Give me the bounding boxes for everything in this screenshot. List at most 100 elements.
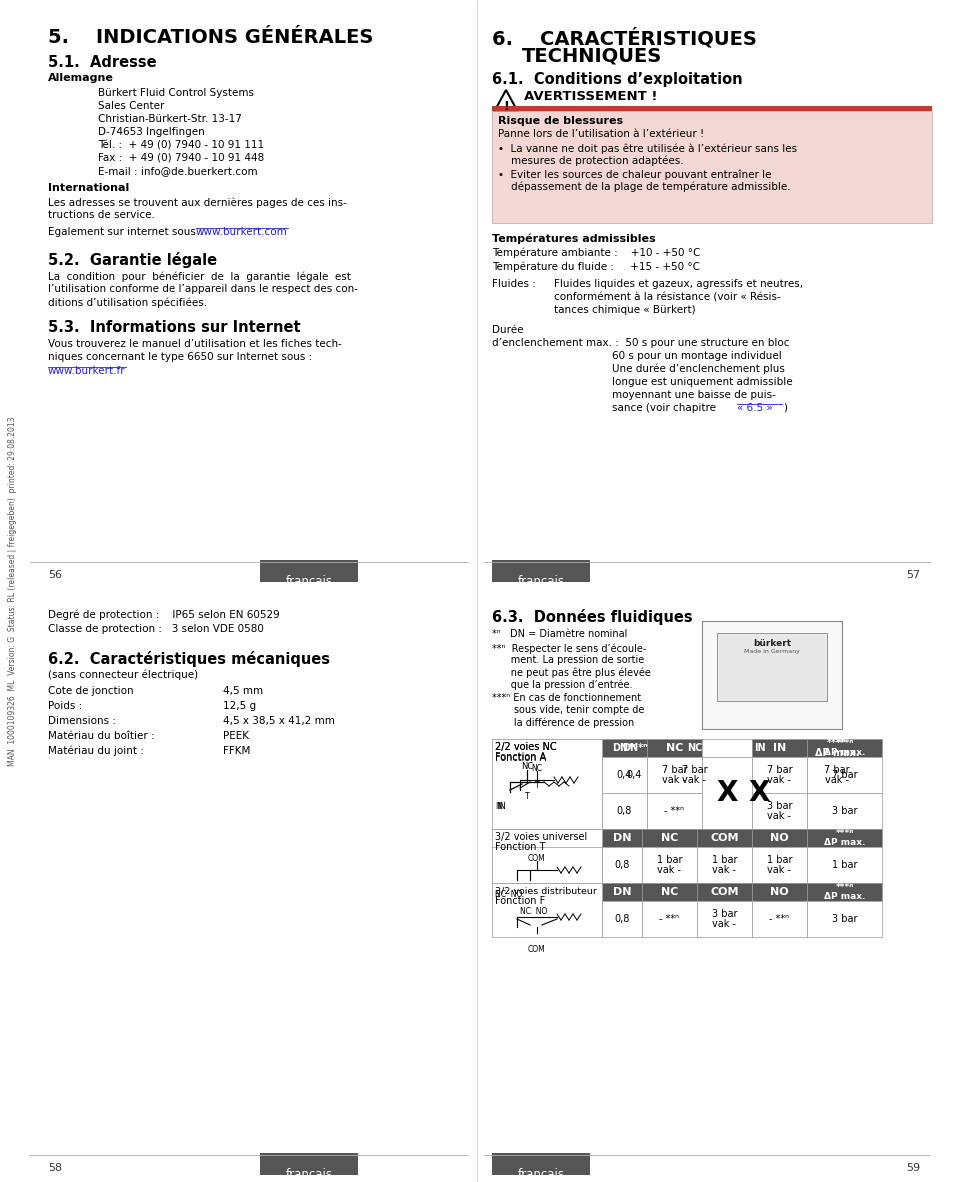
Text: 3 bar: 3 bar [711, 909, 737, 920]
Text: 6.    CARACTÉRISTIQUES: 6. CARACTÉRISTIQUES [492, 28, 756, 48]
Text: mesures de protection adaptées.: mesures de protection adaptées. [497, 155, 683, 165]
Text: NC: NC [660, 833, 678, 843]
Text: vak -: vak - [767, 864, 791, 875]
Text: 56: 56 [48, 570, 62, 580]
Text: 59: 59 [905, 1163, 919, 1173]
FancyBboxPatch shape [492, 106, 931, 111]
Text: sous vide, tenir compte de: sous vide, tenir compte de [492, 704, 643, 715]
Text: ment. La pression de sortie: ment. La pression de sortie [492, 655, 643, 665]
Text: Fluides :: Fluides : [492, 279, 536, 290]
Text: ): ) [782, 403, 786, 413]
Text: moyennant une baisse de puis-: moyennant une baisse de puis- [612, 390, 775, 400]
Text: ΔP max.: ΔP max. [823, 748, 864, 756]
FancyBboxPatch shape [697, 901, 751, 937]
FancyBboxPatch shape [641, 847, 697, 883]
Text: tructions de service.: tructions de service. [48, 210, 154, 220]
FancyBboxPatch shape [601, 883, 641, 901]
Text: vak -: vak - [767, 811, 791, 820]
Text: « 6.5 »: « 6.5 » [737, 403, 772, 413]
Text: vak -: vak - [661, 774, 686, 785]
Text: d’enclenchement max. :  50 s pour une structure en bloc: d’enclenchement max. : 50 s pour une str… [492, 338, 789, 348]
Text: •  Eviter les sources de chaleur pouvant entraîner le: • Eviter les sources de chaleur pouvant … [497, 169, 771, 180]
Text: Made in Germany: Made in Germany [743, 649, 800, 654]
Text: Bürkert Fluid Control Systems: Bürkert Fluid Control Systems [98, 87, 253, 98]
Text: bürkert: bürkert [752, 639, 790, 648]
Text: ΔP max.: ΔP max. [823, 838, 864, 846]
Text: Fonction A: Fonction A [495, 753, 546, 764]
Text: ditions d’utilisation spécifiées.: ditions d’utilisation spécifiées. [48, 297, 207, 307]
Text: Une durée d’enclenchement plus: Une durée d’enclenchement plus [612, 364, 784, 375]
FancyBboxPatch shape [601, 793, 646, 829]
Text: NC: NC [686, 743, 701, 753]
Text: Fluides liquides et gazeux, agressifs et neutres,: Fluides liquides et gazeux, agressifs et… [554, 279, 802, 290]
Text: 6.3.  Données fluidiques: 6.3. Données fluidiques [492, 609, 692, 625]
Text: - **ⁿ: - **ⁿ [664, 806, 684, 816]
Text: l’utilisation conforme de l’appareil dans le respect des con-: l’utilisation conforme de l’appareil dan… [48, 284, 357, 294]
Text: niques concernant le type 6650 sur Internet sous :: niques concernant le type 6650 sur Inter… [48, 352, 312, 362]
FancyBboxPatch shape [260, 560, 357, 582]
Text: T: T [524, 792, 529, 801]
Text: vak -: vak - [712, 864, 736, 875]
Text: 7 bar: 7 bar [831, 769, 857, 780]
Text: DN*ⁿ: DN*ⁿ [611, 743, 637, 753]
Text: Température du fluide :     +15 - +50 °C: Température du fluide : +15 - +50 °C [492, 261, 700, 272]
Text: 7 bar: 7 bar [823, 766, 849, 775]
Text: 7 bar: 7 bar [681, 766, 706, 775]
Text: 0,4: 0,4 [626, 769, 641, 780]
Text: X: X [748, 779, 769, 807]
Text: 58: 58 [48, 1163, 62, 1173]
Text: français: français [517, 1168, 564, 1181]
FancyBboxPatch shape [601, 829, 641, 847]
Text: tances chimique « Bürkert): tances chimique « Bürkert) [554, 305, 695, 314]
FancyBboxPatch shape [492, 739, 601, 829]
Text: COM: COM [528, 855, 545, 863]
FancyBboxPatch shape [806, 829, 882, 847]
FancyBboxPatch shape [726, 756, 791, 829]
Text: - **ⁿ: - **ⁿ [659, 914, 679, 924]
Text: Classe de protection :   3 selon VDE 0580: Classe de protection : 3 selon VDE 0580 [48, 624, 264, 634]
Text: 60 s pour un montage individuel: 60 s pour un montage individuel [612, 351, 781, 361]
FancyBboxPatch shape [492, 739, 601, 756]
FancyBboxPatch shape [606, 739, 661, 756]
Text: 0,4: 0,4 [617, 769, 632, 780]
Text: •  La vanne ne doit pas être utilisée à l’extérieur sans les: • La vanne ne doit pas être utilisée à l… [497, 143, 797, 154]
FancyBboxPatch shape [641, 901, 697, 937]
Text: COM: COM [709, 833, 738, 843]
Text: 1 bar: 1 bar [831, 860, 857, 870]
Text: Matériau du boîtier :: Matériau du boîtier : [48, 730, 154, 741]
FancyBboxPatch shape [751, 793, 806, 829]
Text: La  condition  pour  bénéficier  de  la  garantie  légale  est: La condition pour bénéficier de la garan… [48, 271, 351, 281]
FancyBboxPatch shape [806, 793, 882, 829]
Text: 0,8: 0,8 [614, 914, 629, 924]
Text: 6.1.  Conditions d’exploitation: 6.1. Conditions d’exploitation [492, 72, 741, 87]
Text: ***ⁿ En cas de fonctionnement: ***ⁿ En cas de fonctionnement [492, 693, 640, 703]
Text: 7 bar: 7 bar [661, 766, 686, 775]
FancyBboxPatch shape [646, 793, 701, 829]
Text: 57: 57 [905, 570, 919, 580]
FancyBboxPatch shape [806, 739, 882, 756]
FancyBboxPatch shape [492, 847, 601, 883]
Text: Egalement sur internet sous :: Egalement sur internet sous : [48, 227, 206, 238]
Text: français: français [285, 574, 333, 587]
FancyBboxPatch shape [751, 883, 806, 901]
Text: ΔP max.: ΔP max. [823, 891, 864, 901]
FancyBboxPatch shape [492, 883, 601, 937]
Text: français: français [517, 574, 564, 587]
Text: ΔP max.: ΔP max. [814, 747, 859, 758]
Text: 7 bar: 7 bar [766, 766, 792, 775]
Text: DN: DN [612, 886, 631, 897]
Text: 6.2.  Caractéristiques mécaniques: 6.2. Caractéristiques mécaniques [48, 651, 330, 667]
Text: International: International [48, 183, 129, 193]
Text: NC: NC [660, 886, 678, 897]
Text: vak -: vak - [824, 774, 848, 785]
Text: Fonction T: Fonction T [495, 842, 545, 852]
FancyBboxPatch shape [751, 901, 806, 937]
Text: 3 bar: 3 bar [831, 806, 857, 816]
Text: 5.1.  Adresse: 5.1. Adresse [48, 56, 156, 70]
Text: Températures admissibles: Températures admissibles [492, 233, 655, 243]
Text: Fax :  + 49 (0) 7940 - 10 91 448: Fax : + 49 (0) 7940 - 10 91 448 [98, 152, 264, 163]
Text: 3/2 voies distributeur: 3/2 voies distributeur [495, 886, 597, 895]
Text: AVERTISSEMENT !: AVERTISSEMENT ! [523, 90, 657, 103]
Text: 5.    INDICATIONS GÉNÉRALES: 5. INDICATIONS GÉNÉRALES [48, 28, 373, 47]
FancyBboxPatch shape [661, 756, 726, 793]
